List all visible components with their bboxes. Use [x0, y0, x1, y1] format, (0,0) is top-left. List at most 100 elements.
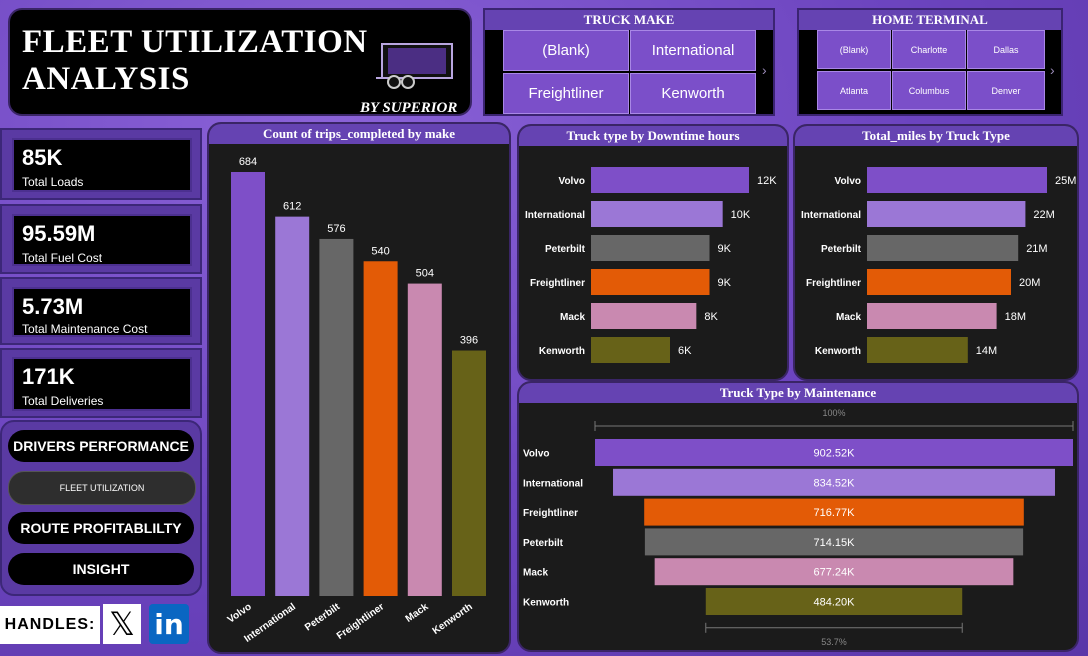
data-label: 9K	[718, 277, 732, 289]
data-label: 21M	[1026, 243, 1047, 255]
data-label: 504	[416, 268, 434, 280]
data-label: 714.15K	[814, 537, 856, 549]
bar-kenworth[interactable]	[867, 337, 968, 363]
maintenance-funnel-svg: 100% Volvo 902.52K International 834.52K Frei…	[523, 408, 1074, 647]
funnel-bar-kenworth[interactable]	[705, 588, 963, 615]
chart-title: Truck Type by Maintenance	[519, 383, 1077, 403]
truck-make-option-kenworth[interactable]: Kenworth	[630, 73, 756, 114]
bar-international[interactable]	[591, 201, 723, 227]
y-tick-label: Volvo	[559, 176, 585, 187]
nav-drivers-performance-button[interactable]: DRIVERS PERFORMANCE	[8, 430, 194, 462]
y-tick-label: International	[801, 210, 861, 221]
funnel-bar-international[interactable]	[613, 468, 1055, 496]
y-tick-label: Mack	[836, 312, 861, 323]
bar-kenworth[interactable]	[591, 337, 670, 363]
bottom-percentage: 53.7%	[821, 637, 847, 647]
chevron-right-icon[interactable]: ›	[1050, 62, 1055, 78]
funnel-category-label: International	[523, 478, 583, 489]
linkedin-logo-icon[interactable]: in	[149, 604, 189, 644]
x-logo-icon[interactable]: 𝕏	[103, 604, 141, 644]
data-label: 540	[371, 245, 389, 257]
by-superior-label: BY SUPERIOR	[360, 100, 458, 116]
bar-freightliner[interactable]	[867, 269, 1011, 295]
maintenance-funnel-chart: Truck Type by Maintenance 100% Volvo 902.5…	[517, 381, 1079, 652]
home-terminal-option-blank[interactable]: (Blank)	[817, 30, 891, 69]
top-percentage: 100%	[822, 408, 845, 418]
bar-kenworth[interactable]	[452, 350, 486, 596]
bar-freightliner[interactable]	[363, 261, 398, 596]
kpi-value: 95.59M	[22, 221, 96, 246]
home-terminal-slicer: HOME TERMINAL (Blank) Charlotte Dallas A…	[797, 8, 1063, 116]
title-line-1: FLEET UTILIZATION	[22, 24, 368, 60]
data-label: 9K	[718, 243, 732, 255]
truck-make-option-blank[interactable]: (Blank)	[503, 30, 629, 71]
home-terminal-title: HOME TERMINAL	[799, 10, 1061, 30]
x-tick-label: Mack	[404, 601, 431, 625]
funnel-category-label: Volvo	[523, 449, 549, 460]
kpi-card-total-deliveries: 171K Total Deliveries	[12, 357, 192, 411]
bar-peterbilt[interactable]	[319, 238, 354, 596]
bar-volvo[interactable]	[231, 172, 265, 596]
bar-volvo[interactable]	[591, 167, 749, 193]
funnel-bar-volvo[interactable]	[595, 439, 1073, 466]
bar-peterbilt[interactable]	[867, 235, 1019, 261]
kpi-card-total-fuel-cost: 95.59M Total Fuel Cost	[12, 214, 192, 266]
x-tick-label: Kenworth	[431, 601, 475, 636]
home-terminal-option-denver[interactable]: Denver	[967, 71, 1045, 110]
data-label: 484.20K	[814, 597, 856, 609]
kpi-frame-total-fuel-cost: 95.59M Total Fuel Cost	[0, 204, 202, 274]
y-tick-label: Peterbilt	[545, 244, 586, 255]
truck-make-slicer: TRUCK MAKE (Blank) International Freight…	[483, 8, 775, 116]
y-tick-label: Peterbilt	[821, 244, 862, 255]
data-label: 14M	[976, 345, 997, 357]
data-label: 6K	[678, 345, 692, 357]
home-terminal-option-atlanta[interactable]: Atlanta	[817, 71, 891, 110]
bar-peterbilt[interactable]	[591, 235, 710, 261]
funnel-bar-mack[interactable]	[654, 558, 1014, 586]
data-label: 20M	[1019, 277, 1040, 289]
home-terminal-option-columbus[interactable]: Columbus	[892, 71, 966, 110]
home-terminal-option-charlotte[interactable]: Charlotte	[892, 30, 966, 69]
y-tick-label: Volvo	[835, 176, 861, 187]
kpi-frame-total-loads: 85K Total Loads	[0, 128, 202, 200]
home-terminal-option-dallas[interactable]: Dallas	[967, 30, 1045, 69]
kpi-card-total-loads: 85K Total Loads	[12, 138, 192, 192]
data-label: 18M	[1005, 311, 1026, 323]
nav-route-profitability-button[interactable]: ROUTE PROFITABLILTY	[8, 512, 194, 544]
data-label: 834.52K	[814, 477, 856, 489]
nav-fleet-utilization-button[interactable]: FLEET UTILIZATION	[8, 471, 196, 505]
chart-title: Truck type by Downtime hours	[519, 126, 787, 146]
trips-by-make-chart: Count of trips_completed by make 684 Volv…	[207, 122, 511, 654]
nav-insight-button[interactable]: INSIGHT	[8, 553, 194, 585]
dashboard-title: FLEET UTILIZATION ANALYSIS	[22, 24, 368, 98]
title-banner: FLEET UTILIZATION ANALYSIS BY SUPERIOR	[8, 8, 472, 116]
chart-title: Count of trips_completed by make	[209, 124, 509, 144]
bar-mack[interactable]	[591, 303, 697, 329]
bar-international[interactable]	[275, 216, 310, 596]
funnel-category-label: Mack	[523, 568, 548, 579]
chevron-right-icon[interactable]: ›	[762, 62, 767, 78]
data-label: 684	[239, 156, 257, 168]
data-label: 576	[327, 223, 345, 235]
bar-mack[interactable]	[867, 303, 997, 329]
funnel-bar-peterbilt[interactable]	[644, 528, 1024, 556]
total-miles-chart: Total_miles by Truck Type Volvo 25M Intern…	[793, 124, 1079, 381]
kpi-label: Total Fuel Cost	[22, 251, 103, 265]
funnel-bar-freightliner[interactable]	[644, 498, 1024, 526]
truck-make-option-international[interactable]: International	[630, 30, 756, 71]
bar-mack[interactable]	[407, 283, 442, 596]
y-tick-label: Kenworth	[815, 346, 861, 357]
kpi-value: 5.73M	[22, 294, 84, 319]
bar-international[interactable]	[867, 201, 1026, 227]
trailer-icon	[376, 43, 453, 89]
kpi-frame-total-deliveries: 171K Total Deliveries	[0, 348, 202, 418]
handles-label: HANDLES:	[0, 606, 100, 644]
kpi-label: Total Loads	[22, 175, 84, 189]
bar-volvo[interactable]	[867, 167, 1047, 193]
truck-make-option-freightliner[interactable]: Freightliner	[503, 73, 629, 114]
kpi-frame-total-maintenance-cost: 5.73M Total Maintenance Cost	[0, 277, 202, 345]
data-label: 677.24K	[814, 567, 856, 579]
y-tick-label: International	[525, 210, 585, 221]
kpi-label: Total Maintenance Cost	[22, 322, 148, 336]
bar-freightliner[interactable]	[591, 269, 710, 295]
